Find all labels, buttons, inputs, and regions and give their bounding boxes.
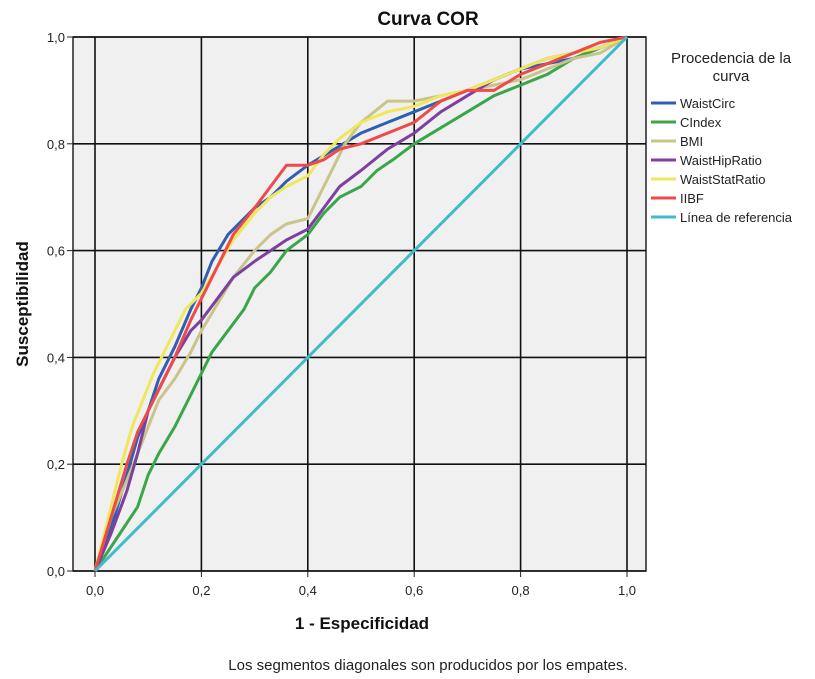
x-tick-label: 1,0	[618, 583, 636, 598]
legend-label-linea-de-referencia: Línea de referencia	[680, 210, 793, 225]
chart-title: Curva COR	[377, 9, 479, 30]
legend: Procedencia de la curva WaistCirc CIndex B…	[651, 50, 793, 225]
x-tick-label: 0,2	[192, 583, 210, 598]
legend-items: WaistCirc CIndex BMI WaistHipRatio WaistStat…	[651, 96, 793, 225]
y-tick-label: 0,4	[47, 350, 65, 365]
y-axis-title: Susceptibilidad	[13, 241, 32, 367]
legend-label-cindex: CIndex	[680, 115, 722, 130]
y-tick-label: 1,0	[47, 30, 65, 45]
x-axis-ticks: 0,0 0,2 0,4 0,6 0,8 1,0	[86, 571, 636, 598]
x-tick-label: 0,8	[512, 583, 530, 598]
series-line-waiststatratio	[93, 35, 628, 572]
series-line-linea-de-referencia	[93, 35, 629, 573]
y-tick-label: 0,6	[47, 244, 65, 259]
x-tick-label: 0,0	[86, 583, 104, 598]
legend-label-iibf: IIBF	[680, 191, 704, 206]
y-axis-ticks: 0,0 0,2 0,4 0,6 0,8 1,0	[47, 30, 73, 579]
legend-label-bmi: BMI	[680, 134, 703, 149]
x-tick-label: 0,4	[299, 583, 317, 598]
series-line-cindex	[93, 35, 628, 572]
legend-title-line-2: curva	[713, 68, 750, 85]
y-tick-label: 0,0	[47, 564, 65, 579]
x-axis-title: 1 - Especificidad	[295, 614, 429, 633]
legend-label-waisthipratio: WaistHipRatio	[680, 153, 762, 168]
series-layer	[93, 35, 629, 573]
legend-label-waiststatratio: WaistStatRatio	[680, 172, 766, 187]
footnote: Los segmentos diagonales son producidos …	[228, 657, 627, 674]
series-line-iibf	[93, 35, 628, 572]
y-tick-label: 0,2	[47, 457, 65, 472]
legend-title-line-1: Procedencia de la	[671, 50, 792, 67]
y-tick-label: 0,8	[47, 137, 65, 152]
legend-label-waistcirc: WaistCirc	[680, 96, 736, 111]
x-tick-label: 0,6	[405, 583, 423, 598]
